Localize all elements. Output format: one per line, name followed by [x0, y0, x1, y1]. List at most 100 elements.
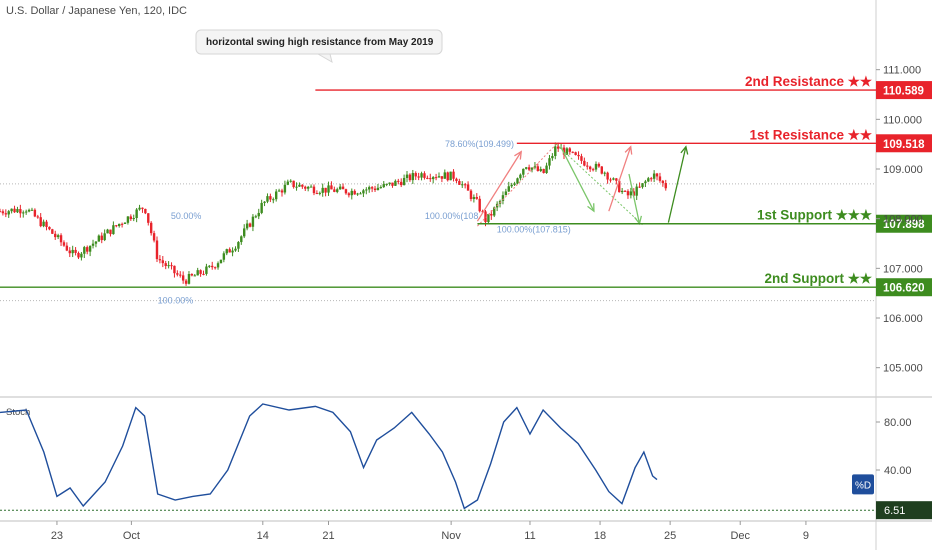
candle-body: [411, 173, 415, 181]
candle-body: [190, 274, 194, 276]
candle-body: [423, 173, 426, 178]
candle-body: [426, 177, 429, 179]
candle-body: [612, 178, 615, 180]
stochastic-panel: Stoch 80.00 40.00 %D 6.51: [0, 403, 932, 520]
candle-body: [493, 207, 496, 216]
candle-body: [56, 235, 60, 238]
time-tick-label: 9: [803, 530, 809, 542]
candle-body: [245, 223, 249, 229]
candle-body: [274, 191, 278, 200]
candle-body: [19, 209, 22, 214]
candle-body: [562, 147, 566, 155]
candle-body: [458, 181, 461, 185]
candle-body: [554, 146, 557, 157]
level-price-value: 109.518: [883, 139, 925, 151]
candle-body: [193, 275, 196, 277]
level-price-tag: [876, 278, 932, 297]
level-label: 1st Support ★★★: [757, 208, 873, 223]
candle-body: [551, 156, 554, 159]
level-price-tag: [876, 81, 932, 100]
candle-body: [463, 184, 467, 186]
candle-body: [115, 225, 118, 227]
candle-body: [321, 187, 324, 193]
candle-body: [638, 186, 641, 188]
candle-body: [187, 274, 191, 284]
candle-body: [626, 191, 630, 196]
candle-body: [548, 158, 551, 166]
candle-body: [443, 172, 447, 179]
candle-body: [475, 197, 478, 199]
candle-body: [176, 273, 179, 275]
candle-body: [306, 186, 310, 189]
candle-body: [647, 178, 650, 182]
candle-body: [336, 189, 339, 192]
candle-body: [309, 186, 313, 188]
level-price-value: 107.898: [883, 219, 925, 231]
candle-body: [225, 249, 228, 254]
candle-body: [280, 190, 284, 193]
candle-body: [522, 168, 525, 175]
candle-body: [211, 265, 214, 268]
price-tick-label: 107.000: [883, 263, 923, 275]
candle-body: [16, 209, 19, 213]
candle-body: [580, 156, 583, 161]
candle-body: [472, 197, 476, 200]
stoch-value-text: 6.51: [884, 505, 905, 517]
candle-body: [539, 168, 542, 171]
candle-body: [51, 229, 54, 234]
candle-body: [353, 190, 356, 195]
candle-body: [510, 184, 513, 187]
candle-body: [632, 191, 635, 196]
price-tick-label: 108.000: [883, 214, 923, 226]
level-price-value: 106.620: [883, 283, 925, 295]
candle-body: [536, 166, 540, 171]
level-label: 2nd Support ★★: [765, 271, 873, 286]
candle-body: [10, 208, 13, 212]
candle-body: [184, 280, 188, 284]
time-tick-label: 23: [51, 530, 63, 542]
candle-body: [219, 259, 223, 264]
candle-body: [368, 187, 371, 190]
candle-body: [507, 186, 510, 192]
stoch-tick-label: 40.00: [884, 465, 912, 477]
red-arrow: [608, 146, 632, 212]
candle-body: [449, 171, 452, 181]
candle-body: [149, 222, 153, 234]
candle-body: [620, 190, 624, 193]
candle-body: [179, 274, 182, 276]
candle-body: [434, 177, 438, 179]
candle-body: [574, 152, 577, 155]
candle-body: [97, 235, 101, 242]
price-tick-label: 111.000: [883, 65, 921, 77]
time-tick-label: 21: [322, 530, 334, 542]
candle-body: [615, 178, 618, 181]
callout-box[interactable]: horizontal swing high resistance from Ma…: [195, 29, 443, 64]
candle-body: [263, 201, 266, 203]
candle-body: [94, 241, 98, 244]
level-label: 1st Resistance ★★: [749, 127, 872, 142]
green-arrow-head: [587, 203, 595, 213]
green-arrow: [560, 146, 595, 212]
candle-body: [173, 265, 176, 274]
candle-body: [266, 196, 269, 202]
candle-body: [519, 174, 522, 179]
candle-body: [588, 166, 592, 170]
candle-body: [455, 178, 458, 182]
candle-body: [254, 216, 258, 218]
candle-body: [126, 216, 130, 223]
candle-body: [591, 169, 595, 171]
candle-body: [359, 193, 362, 195]
candle-body: [1, 211, 5, 214]
candle-body: [248, 223, 252, 227]
candle-body: [408, 174, 412, 181]
candle-body: [603, 172, 606, 174]
candle-body: [39, 217, 42, 227]
candle-body: [234, 248, 237, 251]
candle-body: [27, 209, 31, 212]
time-tick-label: Oct: [123, 530, 140, 542]
candle-body: [527, 167, 531, 170]
bullish-projection-arrow: [667, 146, 687, 223]
candle-body: [347, 193, 351, 196]
level-price-value: 110.589: [883, 86, 924, 98]
candle-body: [452, 171, 455, 179]
